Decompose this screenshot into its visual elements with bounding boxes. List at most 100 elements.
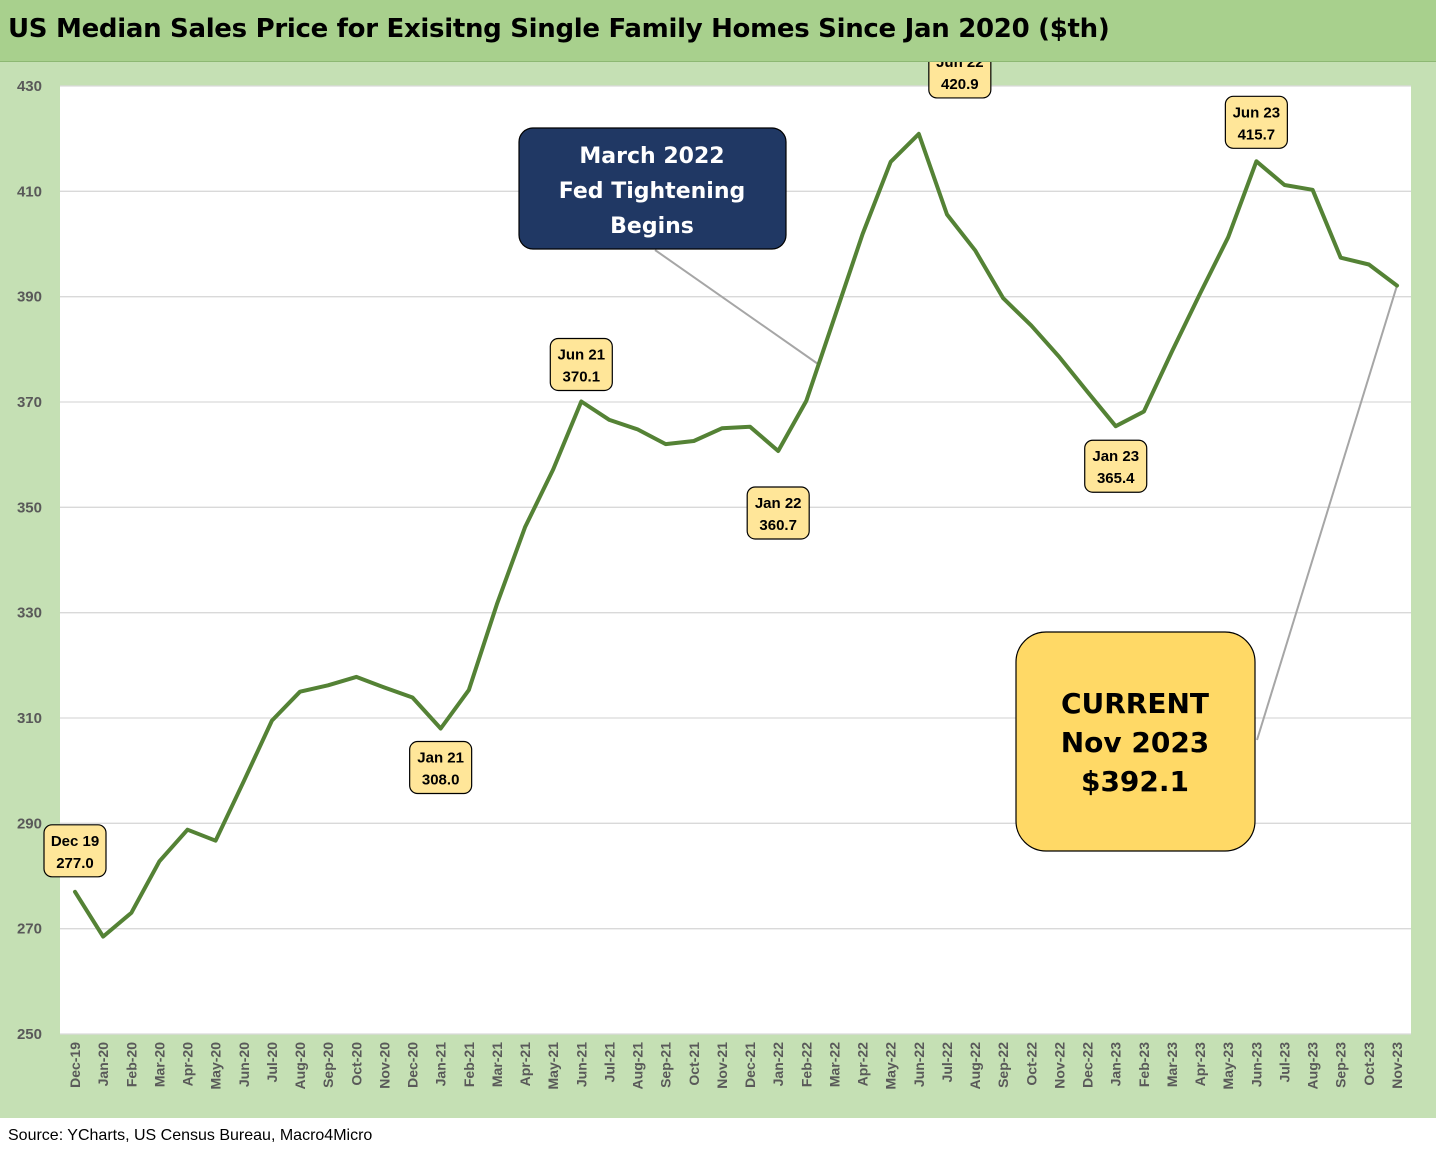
x-tick-label: Nov-22 <box>1051 1042 1067 1089</box>
y-axis-ticks: 250 270 290 310 330 350 370 390 410 430 <box>17 78 42 1043</box>
x-tick-label: May-20 <box>208 1042 224 1090</box>
y-tick-label: 370 <box>17 394 42 411</box>
point-label: Dec 19 277.0 <box>43 824 107 878</box>
x-tick-label: Jun-23 <box>1248 1042 1264 1087</box>
y-tick-label: 410 <box>17 183 42 200</box>
point-label-value: 360.7 <box>759 517 797 534</box>
point-label-value: 277.0 <box>56 855 94 872</box>
fed-tightening-callout: March 2022 Fed Tightening Begins <box>518 127 787 250</box>
x-tick-label: Apr-22 <box>855 1042 871 1087</box>
x-tick-label: Jul-21 <box>601 1042 617 1083</box>
current-callout-leader <box>1256 285 1398 741</box>
point-label-date: Jun 23 <box>1233 104 1281 121</box>
point-label: Jun 22 420.9 <box>928 62 992 99</box>
point-label-box <box>928 62 992 99</box>
leader-lines <box>654 249 1398 741</box>
line-chart: 250 270 290 310 330 350 370 390 410 430 Dec-19 Jan-… <box>17 62 1411 1090</box>
y-tick-label: 310 <box>17 710 42 727</box>
x-tick-label: Apr-23 <box>1192 1042 1208 1087</box>
point-label-date: Jan 23 <box>1092 448 1139 465</box>
x-tick-label: Aug-20 <box>292 1042 308 1090</box>
gridlines <box>60 85 1411 1035</box>
y-tick-label: 390 <box>17 289 42 306</box>
x-tick-label: Jun-21 <box>573 1042 589 1087</box>
x-tick-label: Oct-22 <box>1023 1042 1039 1086</box>
point-label-box <box>746 486 810 540</box>
point-label-date: Jun 21 <box>558 346 606 363</box>
point-labels: Dec 19 277.0 Jan 21 308.0 Jun 21 370.1 Jan 22 3… <box>43 62 1288 878</box>
x-tick-label: Sep-20 <box>320 1042 336 1088</box>
fed-callout-line: Begins <box>610 214 694 239</box>
x-tick-label: Sep-22 <box>995 1042 1011 1088</box>
point-label: Jun 23 415.7 <box>1224 95 1288 149</box>
point-label-value: 365.4 <box>1097 470 1135 487</box>
x-tick-label: Apr-21 <box>517 1042 533 1087</box>
x-tick-label: Mar-22 <box>826 1042 842 1087</box>
x-tick-label: Dec-21 <box>742 1042 758 1088</box>
point-label-date: Jun 22 <box>936 62 984 71</box>
title-bar: US Median Sales Price for Exisitng Singl… <box>0 0 1436 62</box>
point-label-box <box>1224 95 1288 149</box>
point-label-date: Dec 19 <box>51 833 99 850</box>
source-note: Source: YCharts, US Census Bureau, Macro… <box>8 1127 373 1144</box>
fed-callout-leader <box>654 249 819 365</box>
point-label-value: 420.9 <box>941 76 979 93</box>
x-tick-label: May-21 <box>545 1042 561 1090</box>
x-tick-label: Feb-22 <box>798 1042 814 1087</box>
x-tick-label: Jul-20 <box>264 1042 280 1083</box>
point-label-value: 370.1 <box>563 368 601 385</box>
current-callout-line: CURRENT <box>1061 687 1209 720</box>
x-tick-label: Dec-22 <box>1080 1042 1096 1088</box>
x-tick-label: Mar-21 <box>489 1042 505 1087</box>
point-label: Jan 23 365.4 <box>1084 439 1148 493</box>
point-label-value: 415.7 <box>1238 126 1276 143</box>
point-label-value: 308.0 <box>422 772 460 789</box>
y-tick-label: 330 <box>17 605 42 622</box>
x-tick-label: Jan-22 <box>770 1042 786 1087</box>
x-tick-label: Mar-23 <box>1164 1042 1180 1087</box>
fed-callout-box <box>518 127 787 250</box>
x-tick-label: Oct-21 <box>686 1042 702 1086</box>
y-tick-label: 350 <box>17 499 42 516</box>
x-tick-label: Mar-20 <box>151 1042 167 1087</box>
point-label-box <box>43 824 107 878</box>
x-tick-label: Sep-23 <box>1333 1042 1349 1088</box>
x-tick-label: Aug-22 <box>967 1042 983 1090</box>
x-tick-label: Nov-21 <box>714 1042 730 1089</box>
x-tick-label: Nov-23 <box>1389 1042 1405 1089</box>
point-label-box <box>1084 439 1148 493</box>
chart-title: US Median Sales Price for Exisitng Singl… <box>8 14 1110 44</box>
point-label: Jan 21 308.0 <box>409 740 473 795</box>
x-tick-label: Nov-20 <box>376 1042 392 1089</box>
x-tick-label: Feb-21 <box>461 1042 477 1087</box>
current-callout-line: $392.1 <box>1081 765 1189 798</box>
x-tick-label: Jun-22 <box>911 1042 927 1087</box>
fed-callout-line: Fed Tightening <box>559 179 745 204</box>
x-tick-label: Aug-21 <box>630 1042 646 1090</box>
y-tick-label: 250 <box>17 1026 42 1043</box>
chart-area: 250 270 290 310 330 350 370 390 410 430 Dec-19 Jan-… <box>0 62 1436 1118</box>
x-tick-label: Jul-22 <box>939 1042 955 1083</box>
x-tick-label: Oct-20 <box>348 1042 364 1086</box>
point-label-box <box>409 740 473 795</box>
point-label-box <box>549 337 613 392</box>
x-axis-ticks: Dec-19 Jan-20 Feb-20 Mar-20 Apr-20 May-20 Jun-… <box>67 1042 1405 1090</box>
current-callout: CURRENT Nov 2023 $392.1 <box>1015 631 1256 852</box>
point-label-date: Jan 22 <box>755 495 802 512</box>
current-callout-line: Nov 2023 <box>1061 726 1210 759</box>
current-callout-box <box>1015 631 1256 852</box>
series-line <box>73 131 1399 939</box>
x-tick-label: Sep-21 <box>658 1042 674 1088</box>
x-tick-label: Feb-23 <box>1136 1042 1152 1087</box>
x-tick-label: May-22 <box>883 1042 899 1090</box>
x-tick-label: May-23 <box>1220 1042 1236 1090</box>
x-tick-label: Jul-23 <box>1276 1042 1292 1083</box>
y-tick-label: 430 <box>17 78 42 95</box>
point-label: Jun 21 370.1 <box>549 337 613 392</box>
x-tick-label: Feb-20 <box>123 1042 139 1087</box>
x-tick-label: Jan-20 <box>95 1042 111 1087</box>
x-tick-label: Jan-23 <box>1108 1042 1124 1087</box>
fed-callout-line: March 2022 <box>579 144 724 169</box>
y-tick-label: 270 <box>17 921 42 938</box>
y-tick-label: 290 <box>17 815 42 832</box>
